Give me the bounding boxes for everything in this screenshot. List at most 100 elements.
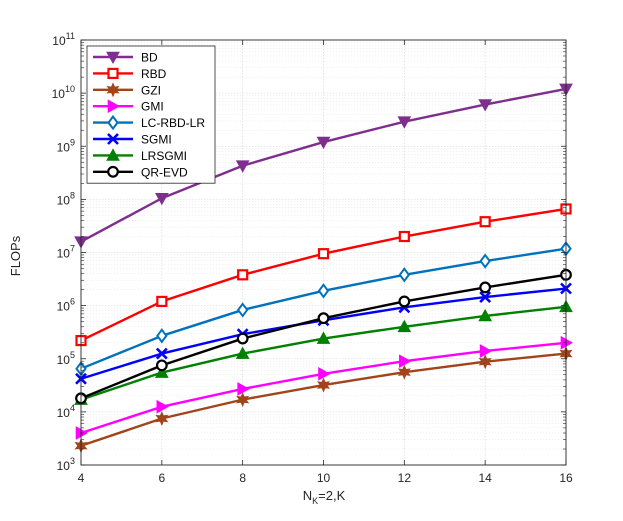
y-axis-label: FLOPs xyxy=(8,235,23,276)
data-point xyxy=(155,410,169,427)
data-point xyxy=(479,291,492,303)
data-point xyxy=(318,366,331,381)
y-tick-exponent: 10 xyxy=(65,84,75,94)
legend-label: GMI xyxy=(141,100,164,114)
data-point xyxy=(235,346,250,359)
y-tick-label: 107 xyxy=(57,244,75,261)
legend-entry: QR-EVD xyxy=(93,165,188,179)
legend-marker xyxy=(106,51,120,65)
data-point xyxy=(316,136,331,150)
y-tick-label: 1011 xyxy=(52,31,75,48)
data-point xyxy=(397,116,412,129)
data-point xyxy=(236,302,249,318)
legend-label: LC-RBD-LR xyxy=(141,116,205,130)
data-point xyxy=(478,99,493,112)
data-point xyxy=(479,253,491,269)
y-tick-exponent: 3 xyxy=(70,456,75,466)
data-point xyxy=(317,248,330,260)
x-tick-label: 4 xyxy=(78,471,85,485)
y-tick-label: 1010 xyxy=(52,84,75,101)
data-point xyxy=(317,283,330,299)
data-point xyxy=(398,295,411,308)
y-tick-exponent: 5 xyxy=(70,350,75,360)
x-axis-label-suffix: =2,K xyxy=(318,488,345,503)
data-point xyxy=(398,267,411,283)
legend-marker xyxy=(107,114,119,131)
data-point xyxy=(399,354,412,369)
legend-label: SGMI xyxy=(141,133,172,147)
legend-entry: GMI xyxy=(93,99,164,114)
y-tick-base: 10 xyxy=(57,247,71,261)
y-tick-label: 109 xyxy=(57,137,75,154)
y-tick-exponent: 11 xyxy=(66,31,75,41)
y-tick-exponent: 9 xyxy=(70,137,75,147)
x-tick-label: 16 xyxy=(559,471,573,485)
legend-entry: LRSGMI xyxy=(93,148,187,163)
x-tick-label: 14 xyxy=(478,471,492,485)
data-point xyxy=(478,354,492,370)
y-tick-exponent: 8 xyxy=(70,190,75,200)
y-tick-base: 10 xyxy=(57,140,71,154)
data-point xyxy=(478,308,493,322)
data-point xyxy=(237,382,250,396)
data-point xyxy=(155,359,168,372)
data-point xyxy=(235,160,250,173)
data-point xyxy=(398,230,410,243)
data-point xyxy=(397,319,412,333)
data-point xyxy=(155,347,168,360)
series-bd xyxy=(74,83,573,249)
legend-label: QR-EVD xyxy=(141,165,188,179)
legend-entry: RBD xyxy=(93,67,167,81)
y-tick-base: 10 xyxy=(52,87,66,101)
y-tick-label: 108 xyxy=(57,190,75,207)
legend-entry: LC-RBD-LR xyxy=(93,114,205,131)
data-point xyxy=(316,377,331,393)
data-point xyxy=(560,335,574,350)
data-point xyxy=(479,281,492,294)
data-point xyxy=(156,295,168,308)
y-tick-base: 10 xyxy=(57,193,71,207)
legend-marker xyxy=(107,67,119,80)
y-tick-base: 10 xyxy=(57,459,71,473)
x-tick-label: 8 xyxy=(239,471,246,485)
y-tick-base: 10 xyxy=(52,34,66,48)
legend-label: GZI xyxy=(141,83,161,97)
data-point xyxy=(236,392,250,408)
y-tick-label: 106 xyxy=(57,297,75,314)
x-axis-label-subscript: K xyxy=(312,496,318,506)
legend-marker xyxy=(107,133,119,145)
legend-marker xyxy=(106,82,120,98)
y-tick-exponent: 4 xyxy=(70,403,75,413)
data-point xyxy=(154,365,169,378)
x-axis-label: NK=2,K xyxy=(303,488,346,506)
data-point xyxy=(479,216,491,228)
y-tick-base: 10 xyxy=(57,353,71,367)
data-point xyxy=(156,399,169,414)
y-tick-label: 104 xyxy=(57,403,75,420)
data-point xyxy=(236,332,249,345)
y-tick-exponent: 7 xyxy=(70,244,75,254)
x-tick-label: 6 xyxy=(158,471,165,485)
legend-entry: SGMI xyxy=(93,133,172,147)
legend-marker xyxy=(106,148,120,161)
legend-label: LRSGMI xyxy=(141,149,187,163)
legend-entry: BD xyxy=(93,51,158,65)
legend-marker xyxy=(107,165,119,178)
data-point xyxy=(479,344,493,358)
y-tick-exponent: 6 xyxy=(70,297,75,307)
x-tick-label: 12 xyxy=(398,471,412,485)
y-tick-base: 10 xyxy=(57,300,71,314)
data-point xyxy=(154,192,169,206)
legend-label: BD xyxy=(141,51,158,65)
x-axis-label-main: N xyxy=(303,488,312,503)
y-tick-label: 105 xyxy=(57,350,75,367)
data-point xyxy=(397,364,411,380)
legend-entry: GZI xyxy=(93,82,161,98)
data-point xyxy=(237,269,249,281)
data-point xyxy=(317,312,330,325)
y-tick-label: 103 xyxy=(57,456,75,473)
legend-marker xyxy=(107,99,121,114)
data-point xyxy=(156,328,168,344)
